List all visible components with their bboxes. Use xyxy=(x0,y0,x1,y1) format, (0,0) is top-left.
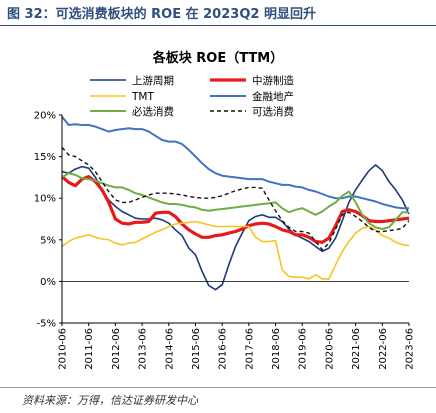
legend-label-3: TMT xyxy=(131,91,154,103)
top-rule xyxy=(0,25,436,26)
x-tick-label: 2019-06 xyxy=(298,328,309,370)
series-line-1 xyxy=(61,164,410,291)
x-tick-label: 2020-06 xyxy=(324,328,335,370)
series-line-6 xyxy=(61,146,410,251)
x-tick-label: 2012-06 xyxy=(111,328,122,370)
x-tick-label: 2015-06 xyxy=(191,328,202,370)
x-tick-label: 2022-06 xyxy=(378,328,389,370)
x-tick-label: 2021-06 xyxy=(351,328,362,370)
legend-label-1: 上游周期 xyxy=(132,74,174,87)
x-tick-label: 2011-06 xyxy=(84,328,95,370)
y-tick-label: 5% xyxy=(40,235,56,246)
source-note: 资料来源：万得，信达证券研发中心 xyxy=(22,394,198,407)
figure-title: 图 32：可选消费板块的 ROE 在 2023Q2 明显回升 xyxy=(7,7,316,22)
y-tick-label: 0% xyxy=(40,277,56,288)
x-tick-label: 2010-06 xyxy=(58,328,69,370)
legend-label-2: 中游制造 xyxy=(252,74,294,87)
series-line-2 xyxy=(60,175,410,244)
series-line-3 xyxy=(61,220,410,280)
bottom-rule xyxy=(0,387,436,388)
x-tick-label: 2014-06 xyxy=(164,328,175,370)
chart-title: 各板块 ROE（TTM） xyxy=(152,50,283,66)
y-tick-label: 10% xyxy=(34,194,56,205)
plot-area xyxy=(60,116,410,291)
x-tick-label: 2017-06 xyxy=(244,328,255,370)
x-tick-label: 2013-06 xyxy=(138,328,149,370)
series-line-4 xyxy=(61,116,409,210)
x-tick-label: 2018-06 xyxy=(271,328,282,370)
legend-label-4: 金融地产 xyxy=(252,90,294,103)
x-tick-label: 2016-06 xyxy=(218,328,229,370)
series-line-5 xyxy=(61,172,409,230)
legend-label-5: 必选消费 xyxy=(132,105,174,118)
axes: 20% 15% 10% 5% 0% -5%2010-06 2011-06 2012-06 201… xyxy=(34,111,416,370)
legend-label-6: 可选消费 xyxy=(252,105,294,118)
x-tick-label: 2023-06 xyxy=(405,328,416,370)
y-tick-label: 20% xyxy=(34,111,56,122)
y-tick-label: -5% xyxy=(37,319,56,330)
y-tick-label: 15% xyxy=(34,152,56,163)
